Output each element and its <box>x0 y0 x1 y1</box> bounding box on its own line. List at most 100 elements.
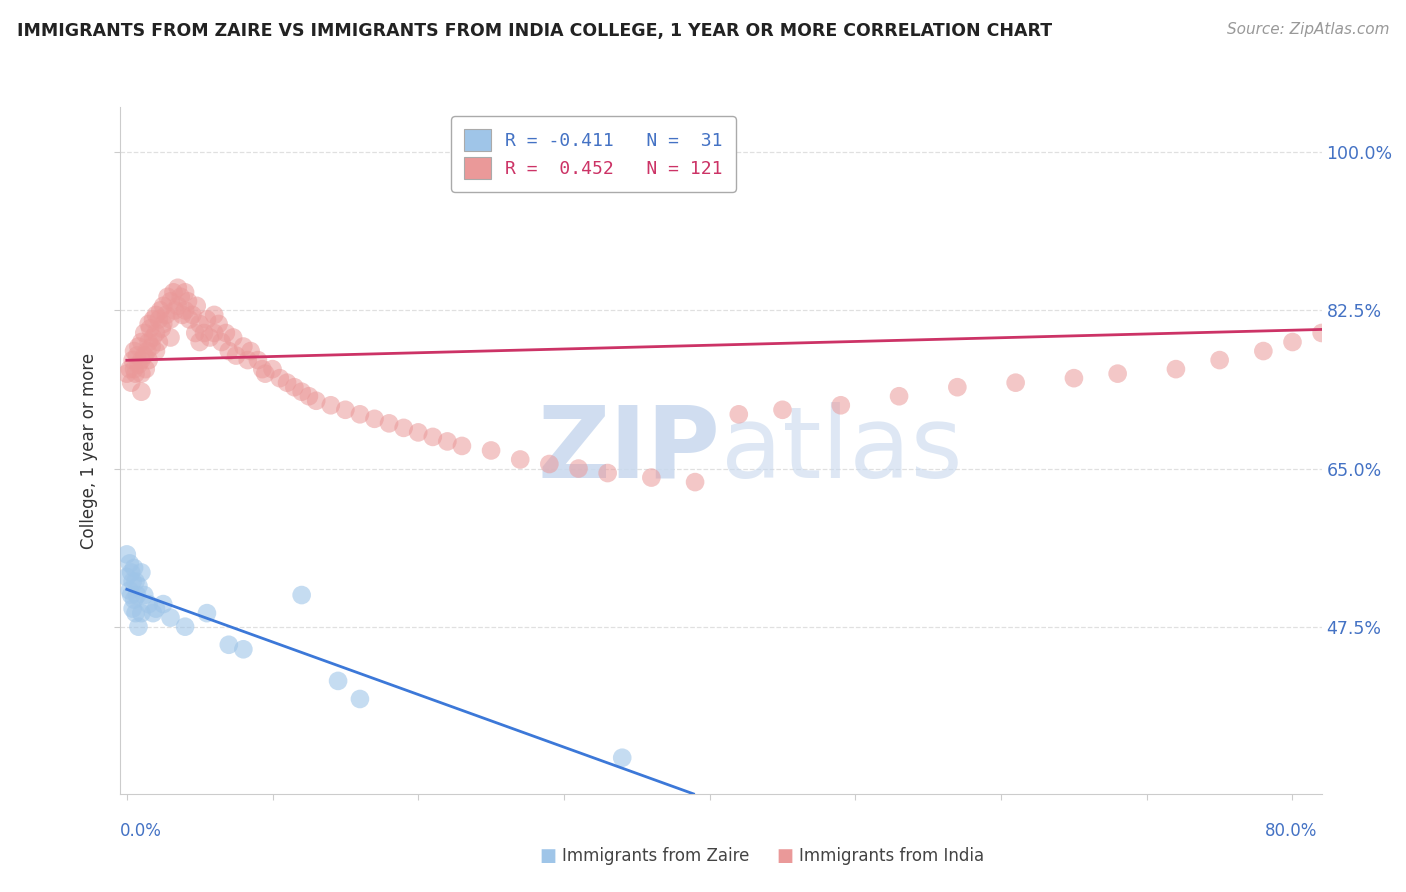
Point <box>124 574 146 589</box>
Point <box>538 457 561 471</box>
Point <box>225 349 247 363</box>
Point <box>174 620 197 634</box>
Point <box>727 407 749 421</box>
Point <box>349 407 371 421</box>
Point <box>152 299 174 313</box>
Point <box>135 362 157 376</box>
Point <box>195 312 218 326</box>
Legend: R = -0.411   N =  31, R =  0.452   N = 121: R = -0.411 N = 31, R = 0.452 N = 121 <box>451 116 735 192</box>
Point <box>198 330 221 344</box>
Point <box>236 353 259 368</box>
Point <box>159 330 181 344</box>
Point <box>406 425 429 440</box>
Point <box>262 362 284 376</box>
Text: IMMIGRANTS FROM ZAIRE VS IMMIGRANTS FROM INDIA COLLEGE, 1 YEAR OR MORE CORRELATI: IMMIGRANTS FROM ZAIRE VS IMMIGRANTS FROM… <box>17 22 1052 40</box>
Point <box>115 367 138 381</box>
Point <box>202 308 225 322</box>
Point <box>177 294 200 309</box>
Point <box>772 402 794 417</box>
Point <box>122 592 145 607</box>
Point <box>142 330 165 344</box>
Point <box>120 376 142 390</box>
Point <box>150 321 173 335</box>
Point <box>298 389 321 403</box>
Point <box>142 312 165 326</box>
Point <box>115 570 138 584</box>
Point <box>1208 353 1230 368</box>
Point <box>125 588 148 602</box>
Point <box>252 362 274 376</box>
Point <box>612 750 634 764</box>
Point <box>145 344 167 359</box>
Point <box>174 285 197 300</box>
Point <box>127 620 149 634</box>
Point <box>211 334 233 349</box>
Point <box>134 326 156 340</box>
Point <box>120 588 142 602</box>
Point <box>124 606 146 620</box>
Point <box>305 393 328 408</box>
Point <box>122 344 145 359</box>
Point <box>946 380 969 394</box>
Point <box>683 475 706 489</box>
Point <box>152 317 174 331</box>
Point <box>148 334 170 349</box>
Point <box>118 583 141 598</box>
Point <box>166 299 188 313</box>
Text: ■: ■ <box>776 847 793 865</box>
Point <box>335 402 357 417</box>
Point <box>1004 376 1026 390</box>
Text: atlas: atlas <box>720 402 962 499</box>
Point <box>202 326 225 340</box>
Point <box>179 312 201 326</box>
Point <box>156 290 179 304</box>
Point <box>186 299 208 313</box>
Point <box>148 312 170 326</box>
Point <box>378 417 401 431</box>
Point <box>134 588 156 602</box>
Point <box>640 470 662 484</box>
Point <box>131 384 153 399</box>
Point <box>145 326 167 340</box>
Text: 0.0%: 0.0% <box>120 822 162 839</box>
Point <box>127 579 149 593</box>
Point <box>152 597 174 611</box>
Text: 80.0%: 80.0% <box>1265 822 1317 839</box>
Point <box>120 566 142 580</box>
Point <box>436 434 458 449</box>
Y-axis label: College, 1 year or more: College, 1 year or more <box>80 352 98 549</box>
Point <box>145 601 167 615</box>
Point <box>207 317 229 331</box>
Point <box>291 588 314 602</box>
Point <box>349 692 371 706</box>
Point <box>124 367 146 381</box>
Point <box>319 398 342 412</box>
Point <box>254 367 277 381</box>
Point <box>830 398 852 412</box>
Point <box>246 353 269 368</box>
Text: Immigrants from Zaire: Immigrants from Zaire <box>562 847 749 865</box>
Point <box>239 344 262 359</box>
Point <box>118 362 141 376</box>
Point <box>174 303 197 318</box>
Point <box>121 601 143 615</box>
Point <box>1063 371 1085 385</box>
Point <box>134 349 156 363</box>
Point <box>188 334 211 349</box>
Point <box>451 439 474 453</box>
Point <box>567 461 589 475</box>
Point <box>232 339 254 353</box>
Point <box>269 371 291 385</box>
Point <box>1281 334 1303 349</box>
Point <box>218 344 240 359</box>
Point <box>138 353 160 368</box>
Point <box>131 334 153 349</box>
Text: Source: ZipAtlas.com: Source: ZipAtlas.com <box>1226 22 1389 37</box>
Point <box>1107 367 1129 381</box>
Point <box>166 281 188 295</box>
Point <box>232 642 254 657</box>
Point <box>184 326 207 340</box>
Point <box>121 574 143 589</box>
Point <box>149 303 172 318</box>
Point <box>218 638 240 652</box>
